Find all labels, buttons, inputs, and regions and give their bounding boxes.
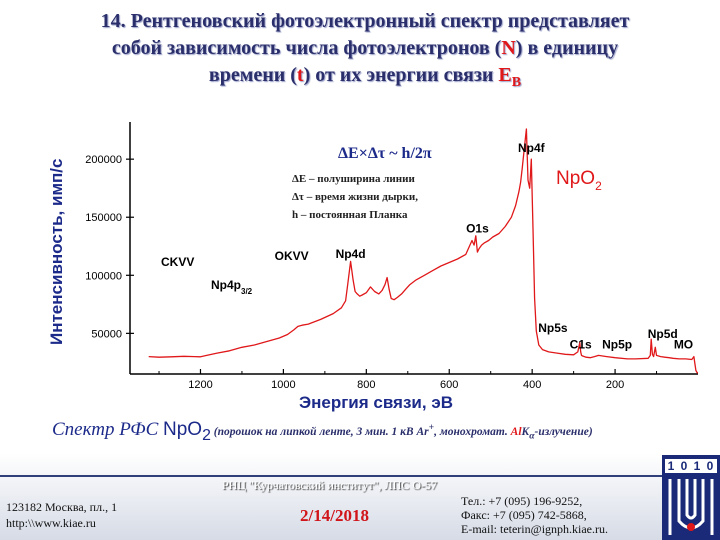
slide-title: 14. Рентгеновский фотоэлектронный спектр… xyxy=(30,8,700,96)
footer-website-link[interactable]: http:\\www.kiae.ru xyxy=(6,516,96,530)
caption-compound: NpO2 xyxy=(163,419,211,444)
footer-phone: Тел.: +7 (095) 196-9252, xyxy=(461,494,583,508)
peak-label-ckvv: CKVV xyxy=(161,255,194,269)
y-axis-label: Интенсивность, имп/с xyxy=(47,159,66,345)
footer-address: 123182 Москва, пл., 1 http:\\www.kiae.ru xyxy=(6,500,118,530)
peak-label-okvv: OKVV xyxy=(275,249,309,263)
title-line-3: времени (t) от их энергии связи EB xyxy=(208,64,522,90)
title-E: E xyxy=(498,64,512,86)
legend-line-2: Δτ – время жизни дырки, xyxy=(292,191,418,203)
slide-date: 2/14/2018 xyxy=(300,506,369,525)
xps-spectrum-chart: 50000 100000 150000 200000 1200 1000 800 600 400… xyxy=(47,122,698,412)
spectrum-line xyxy=(148,128,698,374)
peak-label-mo: MO xyxy=(674,337,693,351)
footer-email[interactable]: E-mail: teterin@ignph.kiae.ru. xyxy=(461,522,609,536)
x-tick-label: 200 xyxy=(606,379,624,391)
logo-digit: 0 xyxy=(681,459,688,473)
peak-label-np5p: Np5p xyxy=(602,337,632,351)
chart-plot xyxy=(148,128,698,374)
compound-label: NpO2 xyxy=(556,168,602,193)
x-axis-label: Энергия связи, эВ xyxy=(299,393,453,412)
peak-label-c1s: C1s xyxy=(570,337,592,351)
footer-organization: РНЦ "Курчатовский институт", ЛПС О-57 xyxy=(222,478,437,492)
footer-contacts: Тел.: +7 (095) 196-9252, Факс: +7 (095) … xyxy=(461,494,608,536)
title-t: t xyxy=(296,64,304,86)
peak-label-np5d: Np5d xyxy=(648,327,678,341)
title-line-2: собой зависимость числа фотоэлектронов (… xyxy=(111,37,619,59)
spectrum-caption: Спектр РФС NpO2 (порошок на липкой ленте… xyxy=(52,419,593,444)
peak-label-np4p: Np4p3/2 xyxy=(211,278,253,296)
x-tick-label: 800 xyxy=(357,379,375,391)
y-tick-label: 100000 xyxy=(85,270,122,282)
y-tick-label: 50000 xyxy=(91,328,122,340)
x-tick-label: 1200 xyxy=(188,379,212,391)
peak-label-o1s: O1s xyxy=(466,221,489,235)
x-tick-label: 600 xyxy=(440,379,458,391)
x-tick-label: 400 xyxy=(523,379,541,391)
legend-line-3: h – постоянная Планка xyxy=(292,209,408,221)
logo-digit: 1 xyxy=(668,459,675,473)
peak-label-np4d: Np4d xyxy=(336,247,366,261)
logo-digit: 0 xyxy=(707,459,714,473)
footer-divider xyxy=(0,475,720,477)
chart-axes xyxy=(129,122,698,375)
legend-line-1: ΔE – полуширина линии xyxy=(292,173,415,185)
peak-label-np4f: Np4f xyxy=(518,141,546,155)
title-N: N xyxy=(501,37,516,59)
footer-fax: Факс: +7 (095) 742-5868, xyxy=(461,508,587,522)
peak-label-np5s: Np5s xyxy=(538,321,568,335)
x-tick-label: 1000 xyxy=(271,379,295,391)
y-tick-label: 200000 xyxy=(85,154,122,166)
title-line-1: 14. Рентгеновский фотоэлектронный спектр… xyxy=(100,10,630,32)
logo-digit: 1 xyxy=(694,459,701,473)
y-tick-label: 150000 xyxy=(85,212,122,224)
uncertainty-formula: ΔE×Δτ ~ h/2π xyxy=(338,145,432,162)
chart-ticks: 50000 100000 150000 200000 1200 1000 800 600 400… xyxy=(85,154,658,391)
